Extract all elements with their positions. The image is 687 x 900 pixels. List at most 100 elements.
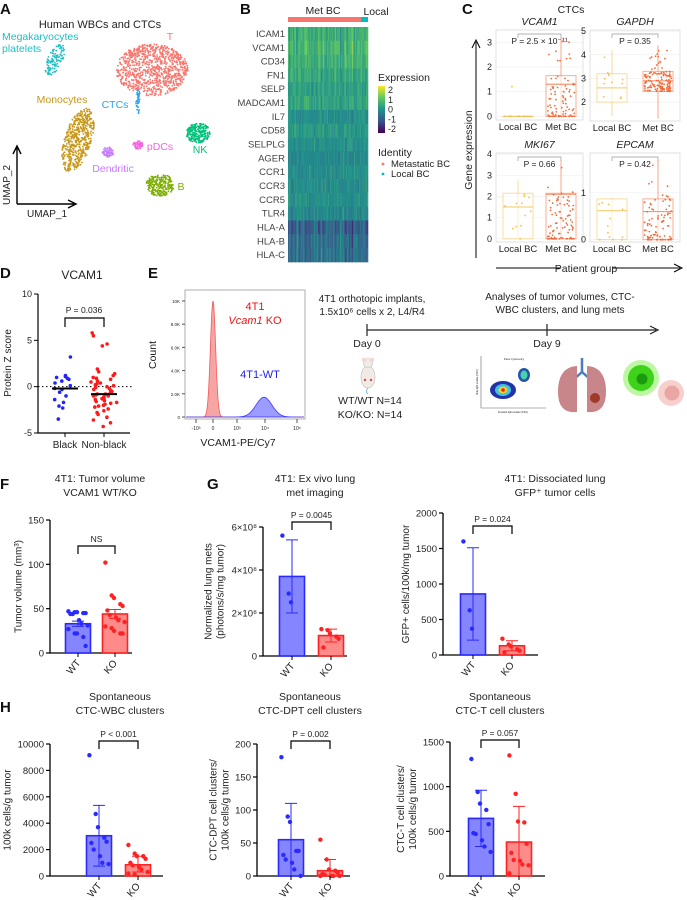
data-point bbox=[111, 373, 115, 378]
y-axis-label: 100k cells/g tumor bbox=[221, 769, 232, 851]
umap-point bbox=[67, 139, 69, 142]
umap-point bbox=[51, 52, 54, 54]
umap-point bbox=[130, 51, 133, 53]
data-point bbox=[103, 560, 108, 565]
umap-point bbox=[138, 95, 141, 97]
jitter-point bbox=[563, 226, 566, 229]
group-label: Met BC bbox=[305, 5, 340, 17]
jitter-point bbox=[657, 72, 660, 75]
umap-point bbox=[72, 162, 74, 165]
heatmap-cell bbox=[367, 123, 369, 138]
umap-point bbox=[138, 100, 141, 103]
umap-point bbox=[135, 80, 138, 83]
jitter-point bbox=[560, 106, 563, 109]
umap-point bbox=[63, 151, 66, 154]
jitter-point bbox=[648, 182, 650, 185]
umap-point bbox=[195, 135, 198, 137]
umap-point bbox=[83, 128, 86, 131]
umap-point bbox=[62, 153, 65, 156]
umap-point bbox=[168, 82, 171, 84]
data-point bbox=[93, 405, 97, 409]
y-tick-label: 0 bbox=[439, 872, 444, 883]
umap-point bbox=[155, 82, 157, 84]
data-point bbox=[108, 401, 113, 406]
umap-point bbox=[128, 70, 131, 72]
data-point bbox=[132, 872, 137, 877]
umap-point bbox=[163, 49, 166, 52]
box bbox=[545, 192, 577, 240]
data-point bbox=[296, 848, 301, 854]
umap-point bbox=[131, 87, 134, 90]
jitter-point bbox=[549, 209, 552, 212]
umap-point bbox=[148, 88, 151, 91]
umap-point bbox=[150, 190, 153, 193]
data-point bbox=[509, 850, 514, 855]
umap-point bbox=[86, 147, 89, 150]
umap-point bbox=[196, 130, 198, 133]
umap-point bbox=[181, 81, 184, 84]
umap-y-label: UMAP_2 bbox=[2, 165, 13, 205]
y-tick-label: 10K bbox=[172, 299, 180, 304]
umap-point bbox=[159, 50, 161, 53]
umap-point bbox=[144, 49, 147, 52]
umap-point bbox=[124, 56, 126, 58]
y-tick-label: 0 bbox=[39, 872, 44, 883]
umap-point bbox=[188, 137, 191, 140]
umap-point bbox=[135, 81, 138, 84]
jitter-point bbox=[643, 201, 646, 204]
umap-point bbox=[144, 74, 147, 77]
umap-point bbox=[147, 52, 150, 55]
x-category-label: WT bbox=[460, 660, 478, 679]
umap-point bbox=[141, 64, 144, 67]
umap-point bbox=[170, 184, 173, 187]
data-point bbox=[116, 618, 121, 623]
umap-point bbox=[176, 84, 179, 86]
umap-point bbox=[145, 182, 148, 185]
box bbox=[502, 192, 534, 240]
jitter-point bbox=[644, 89, 646, 92]
p-value: P = 0.35 bbox=[619, 36, 651, 46]
jitter-point bbox=[548, 199, 551, 202]
umap-point bbox=[200, 134, 203, 137]
data-point bbox=[126, 842, 131, 848]
jitter-point bbox=[664, 238, 667, 241]
umap-point bbox=[134, 59, 137, 62]
umap-point bbox=[167, 178, 170, 181]
umap-point bbox=[80, 121, 83, 124]
chart-title: met imaging bbox=[286, 487, 343, 499]
umap-point bbox=[136, 93, 139, 95]
umap-point bbox=[187, 129, 190, 132]
jitter-point bbox=[547, 226, 550, 228]
jitter-point bbox=[668, 79, 671, 81]
umap-point bbox=[141, 48, 144, 51]
umap-point bbox=[199, 141, 202, 144]
umap-point bbox=[63, 144, 66, 147]
jitter-point bbox=[664, 198, 667, 201]
umap-point bbox=[148, 61, 150, 64]
data-point bbox=[96, 370, 101, 374]
y-tick-label: 10000 bbox=[18, 740, 44, 751]
umap-point bbox=[139, 144, 141, 147]
jitter-point bbox=[607, 231, 609, 234]
umap-point bbox=[159, 93, 162, 96]
data-point bbox=[108, 377, 113, 382]
umap-point bbox=[175, 52, 178, 55]
jitter-point bbox=[651, 236, 654, 239]
umap-point bbox=[73, 136, 75, 139]
jitter-point bbox=[568, 204, 570, 207]
jitter-point bbox=[665, 70, 668, 73]
y-axis-label: 100k cells/g tumor bbox=[408, 768, 419, 850]
umap-point bbox=[143, 85, 146, 88]
umap-point bbox=[158, 74, 160, 77]
jitter-point bbox=[660, 72, 663, 75]
umap-point bbox=[165, 84, 168, 87]
umap-point bbox=[49, 51, 52, 54]
umap-point bbox=[154, 70, 157, 73]
umap-point bbox=[134, 88, 137, 90]
jitter-point bbox=[562, 113, 564, 115]
gene-label: TLR4 bbox=[262, 209, 285, 220]
umap-point bbox=[131, 71, 134, 74]
p-bracket bbox=[64, 317, 105, 327]
jitter-point bbox=[565, 109, 567, 112]
umap-point bbox=[81, 111, 84, 113]
